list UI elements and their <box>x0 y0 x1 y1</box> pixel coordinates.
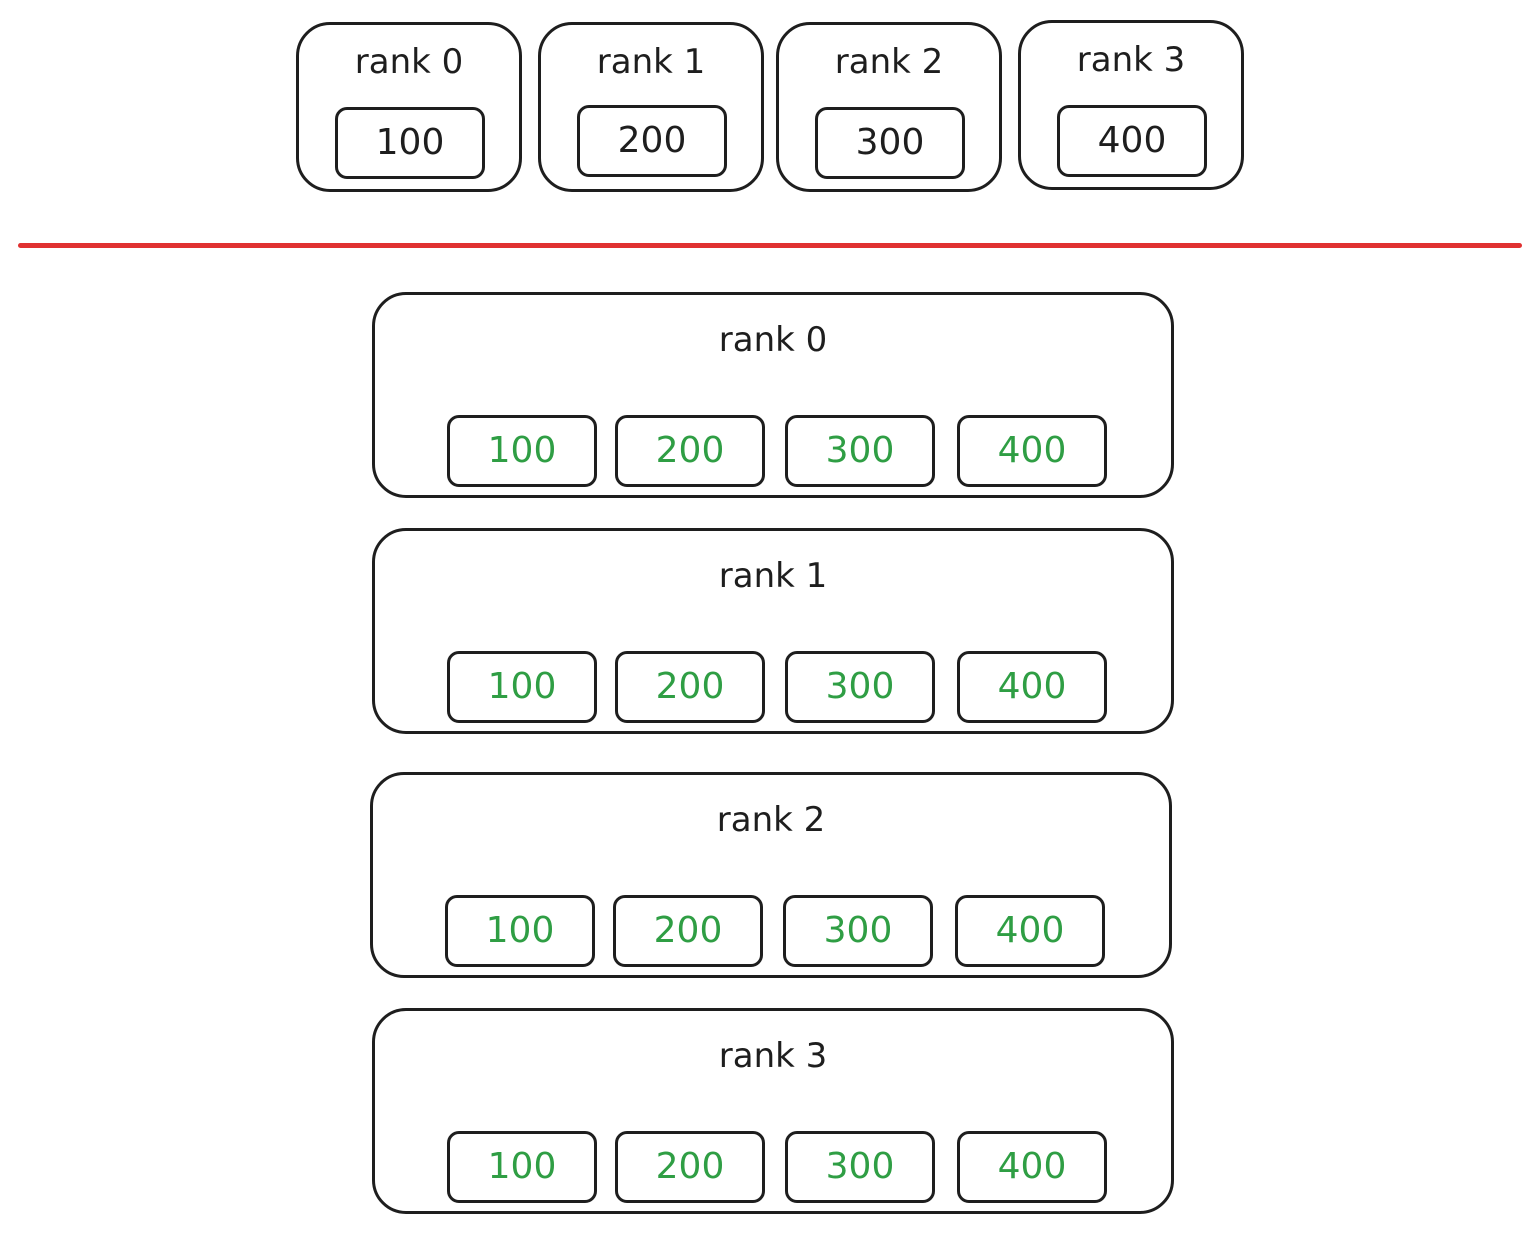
after-rank-3-box: rank 3 100 200 300 400 <box>372 1008 1174 1214</box>
after-rank-1-box: rank 1 100 200 300 400 <box>372 528 1174 734</box>
before-rank-0-value: 100 <box>335 107 485 179</box>
before-rank-2-label: rank 2 <box>834 42 944 82</box>
after-rank-2-value-0: 100 <box>445 895 595 967</box>
after-rank-3-value-2: 300 <box>785 1131 935 1203</box>
before-rank-2-box: rank 2 300 <box>776 22 1002 192</box>
after-rank-3-value-0: 100 <box>447 1131 597 1203</box>
after-rank-2-value-2: 300 <box>783 895 933 967</box>
before-rank-1-label: rank 1 <box>596 42 706 82</box>
before-rank-1-box: rank 1 200 <box>538 22 764 192</box>
after-rank-0-value-3: 400 <box>957 415 1107 487</box>
after-rank-0-value-0: 100 <box>447 415 597 487</box>
after-rank-2-value-1: 200 <box>613 895 763 967</box>
after-rank-2-value-3: 400 <box>955 895 1105 967</box>
before-rank-3-label: rank 3 <box>1076 40 1186 80</box>
after-rank-3-value-3: 400 <box>957 1131 1107 1203</box>
after-rank-0-box: rank 0 100 200 300 400 <box>372 292 1174 498</box>
after-rank-0-label: rank 0 <box>718 320 828 360</box>
before-rank-0-box: rank 0 100 <box>296 22 522 192</box>
after-rank-1-value-2: 300 <box>785 651 935 723</box>
after-rank-0-value-1: 200 <box>615 415 765 487</box>
after-rank-1-value-1: 200 <box>615 651 765 723</box>
after-rank-1-value-0: 100 <box>447 651 597 723</box>
before-rank-3-box: rank 3 400 <box>1018 20 1244 190</box>
after-rank-3-value-1: 200 <box>615 1131 765 1203</box>
before-rank-0-label: rank 0 <box>354 42 464 82</box>
after-rank-2-box: rank 2 100 200 300 400 <box>370 772 1172 978</box>
after-rank-1-label: rank 1 <box>718 556 828 596</box>
after-rank-3-label: rank 3 <box>718 1036 828 1076</box>
before-rank-2-value: 300 <box>815 107 965 179</box>
before-rank-3-value: 400 <box>1057 105 1207 177</box>
section-divider <box>18 243 1522 248</box>
before-rank-1-value: 200 <box>577 105 727 177</box>
after-rank-2-label: rank 2 <box>716 800 826 840</box>
after-rank-0-value-2: 300 <box>785 415 935 487</box>
after-rank-1-value-3: 400 <box>957 651 1107 723</box>
